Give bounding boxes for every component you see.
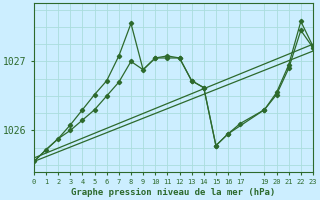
X-axis label: Graphe pression niveau de la mer (hPa): Graphe pression niveau de la mer (hPa) — [71, 188, 276, 197]
